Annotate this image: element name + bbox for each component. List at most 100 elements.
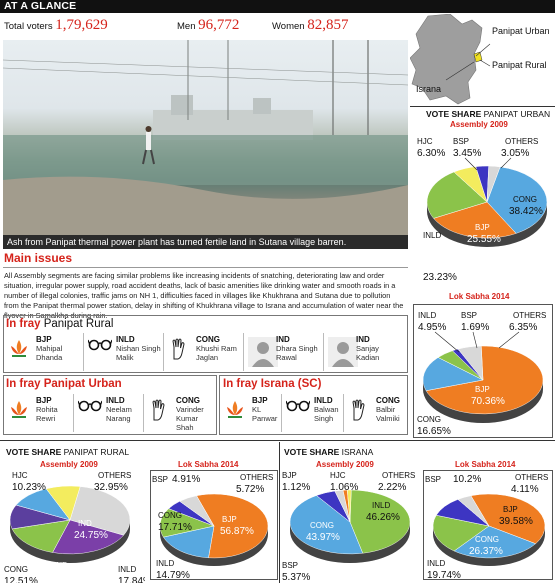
candidate-name: Neelam Narang [106, 405, 132, 423]
pie-slice-cong [422, 357, 484, 391]
pie-slice-bjp [196, 493, 269, 559]
fray-israna-label: In fray [223, 378, 258, 390]
pie-slice-inld [432, 514, 490, 552]
vote-share-rural-title: VOTE SHARE PANIPAT RURAL [6, 447, 129, 457]
pie-value: 56.87% [220, 526, 254, 537]
candidate-name: Balwan Singh [314, 405, 339, 423]
spectacles-icon [87, 337, 113, 356]
fray-israna-title: In fray Israna (SC) [223, 378, 321, 390]
pie-urban-lok: INLD 4.95% BSP 1.69% OTHERS 6.35% BJP 70.36% CON… [417, 311, 546, 437]
vote-share-israna-title: VOTE SHARE ISRANA [284, 447, 373, 457]
pie-value: 1.06% [330, 482, 358, 493]
candidate-name: KL Panwar [252, 405, 278, 423]
pie-value: 25.55% [467, 234, 501, 245]
pie-value: 17.71% [158, 522, 192, 533]
pie-depth [427, 202, 547, 247]
pie-value: 26.37% [469, 546, 503, 557]
pie-label: BSP [453, 137, 469, 146]
women-value: 82,857 [307, 17, 349, 33]
pie-label: HJC [330, 471, 346, 480]
total-voters-value: 1,79,629 [55, 17, 108, 33]
vote-share-urban-title: VOTE SHARE PANIPAT URBAN [426, 109, 550, 119]
fray-urban-seat: Panipat Urban [43, 378, 122, 390]
candidate-name: Mahipal Dhanda [36, 344, 63, 362]
pie-israna-lok: BSP 10.2% OTHERS 4.11% BJP 39.58%CONG 26.37% IN… [425, 473, 548, 580]
vote-share-prefix-israna: VOTE SHARE [284, 447, 340, 457]
pie-label: OTHERS [505, 137, 538, 146]
pie-slice-cong [453, 525, 537, 559]
pie-value: 19.74% [427, 570, 461, 580]
pie-rim [290, 522, 410, 563]
spectacles-icon [77, 398, 103, 417]
candidate-card: CONG Balbir Valmiki [346, 394, 406, 432]
pie-label: CONG [475, 535, 499, 544]
pie-slice-others [457, 495, 490, 527]
photo-illustration [3, 40, 408, 235]
pie-label: BJP [222, 515, 237, 524]
pie-label: CONG [513, 195, 537, 204]
pie-depth [290, 522, 410, 563]
pie-slice-inld [159, 508, 215, 538]
fray-israna-seat: Israna (SC) [260, 378, 322, 390]
pie-slice-others [69, 486, 131, 536]
pie-slice-inld [11, 519, 71, 553]
candidate-name: Khushi Ram Jaglan [196, 344, 237, 362]
women-stat: Women 82,857 [272, 17, 348, 34]
hand-icon [348, 398, 368, 427]
hand-icon [168, 337, 188, 366]
hand-icon [148, 398, 168, 427]
pie-label: BSP [461, 311, 477, 320]
pie-label: BJP [475, 223, 490, 232]
pie-slice-ind [52, 519, 125, 555]
pie-value: 17.84% [118, 576, 145, 583]
candidate-party: BJP [36, 396, 52, 405]
fray-rural-panel [3, 315, 408, 373]
candidate-party: CONG [376, 396, 400, 405]
pie-value: 5.72% [236, 484, 264, 495]
pie-label: BSP [152, 475, 168, 484]
vote-share-urban-seat: PANIPAT URBAN [483, 109, 551, 119]
header-bar [0, 0, 555, 13]
person-icon [328, 337, 358, 372]
photo-caption: Ash from Panipat thermal power plant has… [3, 235, 408, 249]
men-value: 96,772 [198, 17, 240, 33]
pie-label: BJP [475, 385, 490, 394]
pie-value: 4.91% [172, 474, 200, 485]
pie-label: BJP [503, 505, 518, 514]
lotus-icon [224, 398, 246, 425]
pie-value: 16.65% [417, 426, 451, 437]
vote-share-prefix: VOTE SHARE [426, 109, 482, 119]
pie-value: 2.22% [378, 482, 406, 493]
pie-label: HJC [417, 137, 433, 146]
map-label-urban: Panipat Urban [492, 26, 550, 36]
pie-label: IND [78, 519, 92, 528]
candidate-card: CONG Khushi Ram Jaglan [166, 333, 244, 371]
pie-value: 1.12% [282, 482, 310, 493]
pie-value: 4.95% [418, 322, 446, 333]
pie-rim [423, 380, 543, 423]
candidate-party: IND [276, 335, 290, 344]
pie-label: INLD [423, 231, 441, 240]
divider-bottom-vertical [279, 442, 280, 583]
urban-lok-label: Lok Sabha 2014 [449, 292, 510, 301]
lotus-icon [8, 398, 30, 425]
pie-label: CONG [4, 565, 28, 574]
news-photo [3, 40, 408, 235]
candidate-name: Varinder Kumar Shah [176, 405, 204, 432]
pie-slice-cong [486, 166, 548, 234]
pie-value: 12.51% [4, 576, 38, 583]
vote-share-israna-seat: ISRANA [341, 447, 374, 457]
pie-slice-bjp [425, 345, 544, 415]
men-label: Men [177, 21, 196, 32]
israna-lok-label: Lok Sabha 2014 [455, 460, 516, 469]
candidate-name: Nishan Singh Malik [116, 344, 161, 362]
pie-slice-others [179, 495, 215, 527]
pie-value: 70.36% [471, 396, 505, 407]
candidate-card: BJP Rohita Rewri [6, 394, 74, 432]
main-issues-text: All Assembly segments are facing similar… [4, 271, 404, 321]
pie-rim [427, 202, 547, 247]
pie-israna-assembly: BJP 1.12% HJC 1.06% OTHERS 2.22% INLD 46.26% CON… [282, 471, 415, 583]
pie-rim [160, 526, 268, 566]
pie-slice-cong [162, 525, 215, 559]
pie-value: 38.42% [509, 206, 543, 217]
